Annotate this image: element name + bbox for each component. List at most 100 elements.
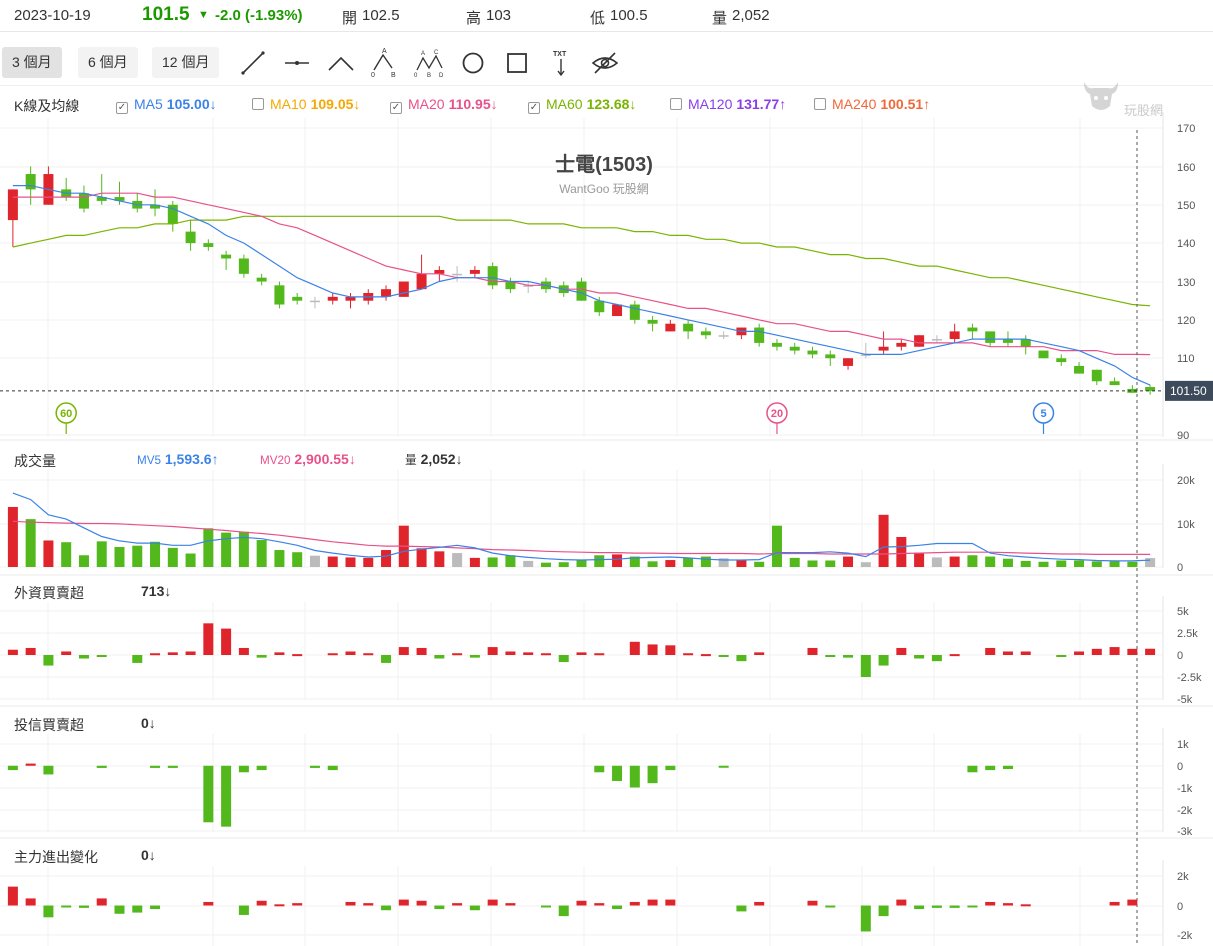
candle-body: [505, 281, 516, 290]
toolbar: 3 個月 6 個月 12 個月 A 0 B A C 0 B D TXT: [0, 40, 1213, 86]
main-force-bar: [594, 903, 605, 906]
foreign-bar: [238, 647, 249, 655]
checkbox-icon[interactable]: ✓: [390, 102, 402, 114]
volume-bar: [523, 560, 534, 567]
foreign-bar: [256, 655, 267, 658]
svg-text:TXT: TXT: [553, 51, 567, 58]
period-12m-button[interactable]: 12 個月: [152, 47, 220, 78]
ma-toggle-ma10[interactable]: MA10 109.05↓: [252, 96, 360, 112]
ma-period-marker-label: 5: [1040, 408, 1046, 420]
angle-tool-icon[interactable]: [326, 48, 356, 78]
main-force-bar: [576, 900, 587, 906]
volume-bar: [43, 540, 54, 567]
volume-bar: [1074, 560, 1085, 567]
y-tick-label: 150: [1177, 200, 1195, 212]
main-force-arrow-icon: ↓: [148, 847, 156, 863]
foreign-bar: [1020, 651, 1031, 655]
abcd-pattern-tool-icon[interactable]: A C 0 B D: [414, 48, 444, 78]
horizontal-line-tool-icon[interactable]: [282, 48, 312, 78]
line-tool-icon[interactable]: [238, 48, 268, 78]
ma-value: 123.68: [586, 96, 630, 112]
trust-bar: [256, 765, 267, 771]
main-force-bar: [1020, 904, 1031, 907]
period-3m-button[interactable]: 3 個月: [2, 47, 62, 78]
volume-bar: [665, 560, 676, 567]
kline-title: K線及均線: [14, 98, 80, 114]
checkbox-icon[interactable]: [670, 98, 682, 110]
rectangle-tool-icon[interactable]: [502, 48, 532, 78]
stock-title: 士電(1503): [555, 153, 653, 176]
vol-arrow-icon: ↓: [455, 451, 463, 467]
trust-bar: [221, 765, 232, 827]
quote-bar: 2023-10-19 101.5 ▼ -2.0 (-1.93%) 開 102.5…: [0, 0, 1213, 32]
ma-toggle-ma20[interactable]: ✓ MA20 110.95↓: [390, 96, 498, 114]
hide-drawings-icon[interactable]: [590, 48, 620, 78]
y-tick-label: 120: [1177, 315, 1195, 327]
checkbox-icon[interactable]: ✓: [528, 102, 540, 114]
y-tick-label: -5k: [1177, 694, 1193, 706]
text-tool-icon[interactable]: TXT: [546, 48, 576, 78]
volume-bar: [896, 536, 907, 567]
foreign-value: 713↓: [141, 583, 171, 599]
volume-bar: [612, 554, 623, 567]
abc-pattern-tool-icon[interactable]: A 0 B: [370, 48, 400, 78]
circle-tool-icon[interactable]: [458, 48, 488, 78]
candle-body: [434, 269, 445, 274]
volume-bar: [434, 551, 445, 567]
quote-volume: 2,052: [732, 7, 770, 24]
volume-bar: [878, 514, 889, 567]
volume-bar: [1056, 560, 1067, 567]
volume-bar: [683, 557, 694, 567]
foreign-bar: [292, 654, 303, 657]
period-6m-button[interactable]: 6 個月: [78, 47, 138, 78]
checkbox-icon[interactable]: ✓: [116, 102, 128, 114]
ma-toggle-ma240[interactable]: MA240 100.51↑: [814, 96, 930, 112]
volume-bar: [1127, 561, 1138, 567]
volume-bar: [327, 556, 338, 567]
main-force-bar: [256, 900, 267, 906]
volume-bar: [203, 528, 214, 567]
checkbox-icon[interactable]: [814, 98, 826, 110]
main-force-bar: [985, 901, 996, 906]
main-force-bar: [505, 903, 516, 906]
candle-body: [523, 285, 534, 287]
ma-toggle-ma60[interactable]: ✓ MA60 123.68↓: [528, 96, 636, 114]
volume-bar: [629, 556, 640, 567]
foreign-bar: [25, 647, 36, 655]
volume-bar: [274, 550, 285, 567]
vol-legend: 量 2,052↓: [405, 451, 463, 468]
main-force-bar: [807, 900, 818, 906]
volume-bar: [1020, 560, 1031, 567]
candle-body: [1056, 358, 1067, 363]
foreign-bar: [167, 652, 178, 655]
main-force-bar: [558, 905, 569, 917]
ma-arrow-icon: ↓: [629, 96, 637, 112]
y-tick-label: 0: [1177, 650, 1183, 662]
volume-bar: [718, 558, 729, 567]
main-force-bar: [150, 905, 161, 910]
brand-logo: 玩股網: [1080, 76, 1180, 118]
ma-toggle-ma120[interactable]: MA120 131.77↑: [670, 96, 786, 112]
main-force-bar: [1002, 903, 1013, 906]
foreign-bar: [576, 652, 587, 655]
ma-toggle-ma5[interactable]: ✓ MA5 105.00↓: [116, 96, 217, 114]
volume-bar: [132, 545, 143, 567]
foreign-bar: [327, 653, 338, 656]
volume-bar: [914, 552, 925, 567]
mv20-value: 2,900.55: [294, 451, 349, 467]
foreign-bar: [416, 647, 427, 655]
y-tick-label: 130: [1177, 277, 1195, 289]
ma-value: 105.00: [166, 96, 210, 112]
main-force-bar: [612, 905, 623, 910]
checkbox-icon[interactable]: [252, 98, 264, 110]
foreign-bar: [203, 623, 214, 655]
foreign-title: 外資買賣超: [14, 585, 84, 601]
ma-arrow-icon: ↓: [490, 96, 498, 112]
ma-period-marker-label: 60: [60, 408, 72, 420]
main-force-bar: [754, 901, 765, 906]
foreign-bar: [505, 651, 516, 655]
foreign-bar: [185, 651, 196, 655]
main-force-bar: [629, 901, 640, 906]
trust-bar: [96, 765, 107, 768]
